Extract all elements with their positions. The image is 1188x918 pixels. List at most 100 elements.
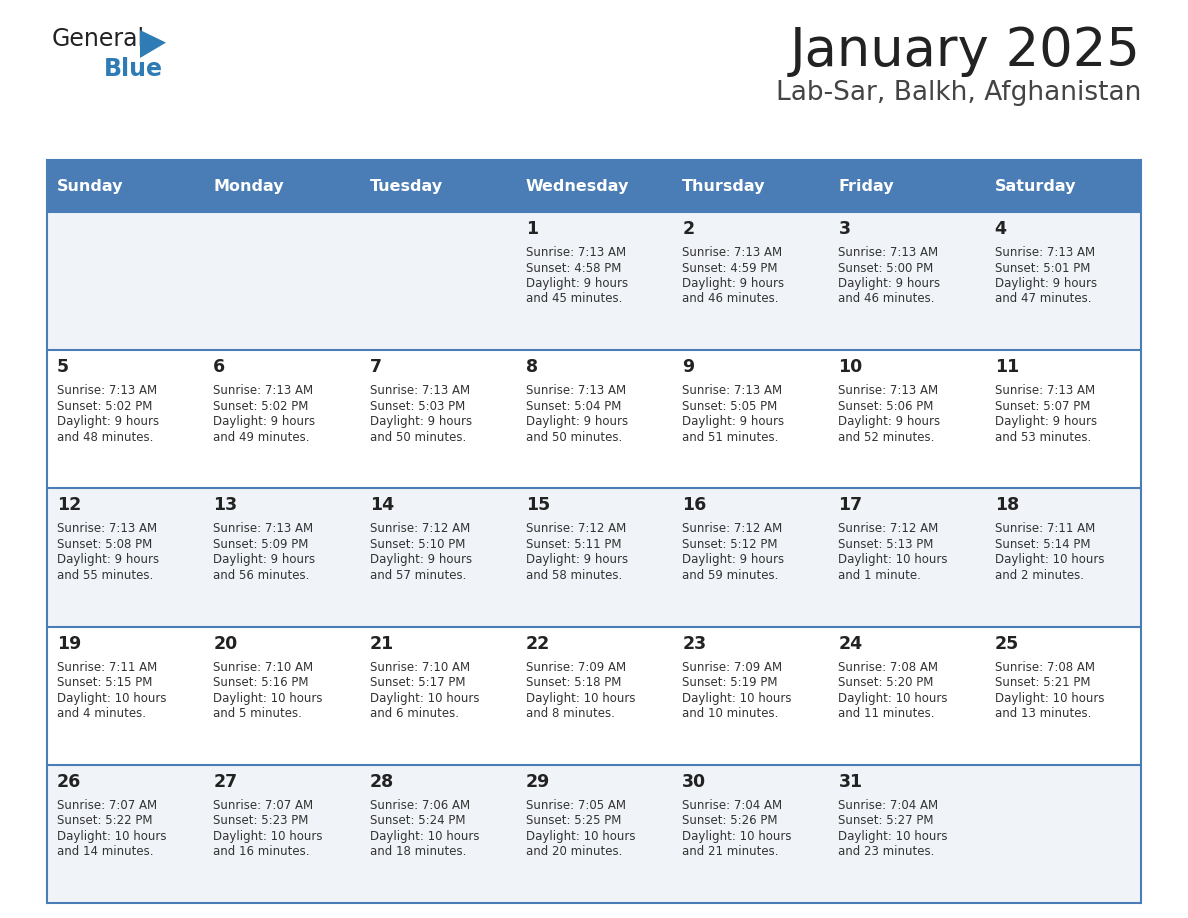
Bar xyxy=(516,160,672,212)
Text: and 23 minutes.: and 23 minutes. xyxy=(839,845,935,858)
Text: 5: 5 xyxy=(57,358,69,376)
Text: and 4 minutes.: and 4 minutes. xyxy=(57,707,146,720)
Text: Daylight: 9 hours: Daylight: 9 hours xyxy=(839,277,941,290)
Text: Daylight: 10 hours: Daylight: 10 hours xyxy=(526,830,636,843)
Text: 18: 18 xyxy=(994,497,1019,514)
Text: Sunrise: 7:13 AM: Sunrise: 7:13 AM xyxy=(839,246,939,259)
Text: Daylight: 9 hours: Daylight: 9 hours xyxy=(994,415,1097,428)
Text: 20: 20 xyxy=(214,634,238,653)
Text: Sunrise: 7:12 AM: Sunrise: 7:12 AM xyxy=(369,522,469,535)
Text: Sunrise: 7:09 AM: Sunrise: 7:09 AM xyxy=(526,661,626,674)
Text: 23: 23 xyxy=(682,634,707,653)
Text: Sunrise: 7:08 AM: Sunrise: 7:08 AM xyxy=(839,661,939,674)
Bar xyxy=(48,160,203,212)
Text: and 5 minutes.: and 5 minutes. xyxy=(214,707,302,720)
Text: Daylight: 9 hours: Daylight: 9 hours xyxy=(57,554,159,566)
Text: Sunset: 5:20 PM: Sunset: 5:20 PM xyxy=(839,676,934,689)
Text: 28: 28 xyxy=(369,773,393,790)
Text: 7: 7 xyxy=(369,358,381,376)
Bar xyxy=(360,160,516,212)
Text: Sunset: 5:02 PM: Sunset: 5:02 PM xyxy=(57,399,152,413)
Text: Daylight: 9 hours: Daylight: 9 hours xyxy=(57,415,159,428)
Text: 10: 10 xyxy=(839,358,862,376)
Text: Sunset: 5:06 PM: Sunset: 5:06 PM xyxy=(839,399,934,413)
Text: Sunset: 5:04 PM: Sunset: 5:04 PM xyxy=(526,399,621,413)
Text: 26: 26 xyxy=(57,773,81,790)
Text: Sunrise: 7:06 AM: Sunrise: 7:06 AM xyxy=(369,799,469,812)
Text: 13: 13 xyxy=(214,497,238,514)
Text: Daylight: 9 hours: Daylight: 9 hours xyxy=(369,415,472,428)
Bar xyxy=(48,350,1140,488)
Text: Friday: Friday xyxy=(839,178,895,194)
Text: Daylight: 9 hours: Daylight: 9 hours xyxy=(526,415,628,428)
Text: Daylight: 10 hours: Daylight: 10 hours xyxy=(839,554,948,566)
Text: Daylight: 10 hours: Daylight: 10 hours xyxy=(57,691,166,705)
Text: Daylight: 9 hours: Daylight: 9 hours xyxy=(839,415,941,428)
Text: and 46 minutes.: and 46 minutes. xyxy=(839,293,935,306)
Text: Sunrise: 7:13 AM: Sunrise: 7:13 AM xyxy=(57,522,157,535)
Text: Daylight: 10 hours: Daylight: 10 hours xyxy=(214,830,323,843)
Text: 2: 2 xyxy=(682,220,694,238)
Text: Sunset: 5:17 PM: Sunset: 5:17 PM xyxy=(369,676,465,689)
Text: Sunset: 5:00 PM: Sunset: 5:00 PM xyxy=(839,262,934,274)
Text: Wednesday: Wednesday xyxy=(526,178,630,194)
Text: Sunset: 5:01 PM: Sunset: 5:01 PM xyxy=(994,262,1091,274)
Text: Sunrise: 7:09 AM: Sunrise: 7:09 AM xyxy=(682,661,782,674)
Text: Daylight: 9 hours: Daylight: 9 hours xyxy=(682,554,784,566)
Text: Daylight: 10 hours: Daylight: 10 hours xyxy=(994,554,1104,566)
Text: and 8 minutes.: and 8 minutes. xyxy=(526,707,614,720)
Text: 22: 22 xyxy=(526,634,550,653)
Text: and 55 minutes.: and 55 minutes. xyxy=(57,569,153,582)
Text: Daylight: 10 hours: Daylight: 10 hours xyxy=(526,691,636,705)
Text: and 56 minutes.: and 56 minutes. xyxy=(214,569,310,582)
Text: Sunrise: 7:11 AM: Sunrise: 7:11 AM xyxy=(57,661,157,674)
Text: and 20 minutes.: and 20 minutes. xyxy=(526,845,623,858)
Text: Sunset: 5:24 PM: Sunset: 5:24 PM xyxy=(369,814,465,827)
Text: and 46 minutes.: and 46 minutes. xyxy=(682,293,778,306)
Text: Daylight: 9 hours: Daylight: 9 hours xyxy=(526,277,628,290)
Text: Sunset: 5:13 PM: Sunset: 5:13 PM xyxy=(839,538,934,551)
Text: Sunrise: 7:07 AM: Sunrise: 7:07 AM xyxy=(57,799,157,812)
Text: and 58 minutes.: and 58 minutes. xyxy=(526,569,623,582)
Bar xyxy=(203,160,360,212)
Text: and 50 minutes.: and 50 minutes. xyxy=(526,431,623,443)
Text: Daylight: 10 hours: Daylight: 10 hours xyxy=(839,830,948,843)
Text: Daylight: 10 hours: Daylight: 10 hours xyxy=(369,830,479,843)
Text: January 2025: January 2025 xyxy=(790,25,1140,77)
Text: 4: 4 xyxy=(994,220,1006,238)
Text: Daylight: 10 hours: Daylight: 10 hours xyxy=(682,691,791,705)
Text: and 10 minutes.: and 10 minutes. xyxy=(682,707,778,720)
Text: Sunset: 5:09 PM: Sunset: 5:09 PM xyxy=(214,538,309,551)
Text: Sunset: 5:08 PM: Sunset: 5:08 PM xyxy=(57,538,152,551)
Bar xyxy=(828,160,985,212)
Text: Sunset: 5:26 PM: Sunset: 5:26 PM xyxy=(682,814,778,827)
Text: 31: 31 xyxy=(839,773,862,790)
Bar xyxy=(48,488,1140,627)
Text: and 45 minutes.: and 45 minutes. xyxy=(526,293,623,306)
Text: Sunrise: 7:13 AM: Sunrise: 7:13 AM xyxy=(369,385,469,397)
Text: and 16 minutes.: and 16 minutes. xyxy=(214,845,310,858)
Text: Sunrise: 7:13 AM: Sunrise: 7:13 AM xyxy=(526,246,626,259)
Text: Sunset: 5:12 PM: Sunset: 5:12 PM xyxy=(682,538,778,551)
Text: Sunrise: 7:13 AM: Sunrise: 7:13 AM xyxy=(526,385,626,397)
Text: Sunrise: 7:08 AM: Sunrise: 7:08 AM xyxy=(994,661,1094,674)
Text: Lab-Sar, Balkh, Afghanistan: Lab-Sar, Balkh, Afghanistan xyxy=(776,80,1140,106)
Text: Sunrise: 7:10 AM: Sunrise: 7:10 AM xyxy=(369,661,469,674)
Text: 15: 15 xyxy=(526,497,550,514)
Text: General: General xyxy=(52,27,145,51)
Text: Sunrise: 7:13 AM: Sunrise: 7:13 AM xyxy=(994,246,1095,259)
Text: and 13 minutes.: and 13 minutes. xyxy=(994,707,1091,720)
Text: and 18 minutes.: and 18 minutes. xyxy=(369,845,466,858)
Text: 21: 21 xyxy=(369,634,393,653)
Text: Sunset: 5:19 PM: Sunset: 5:19 PM xyxy=(682,676,778,689)
Text: Sunrise: 7:10 AM: Sunrise: 7:10 AM xyxy=(214,661,314,674)
Text: Sunset: 5:02 PM: Sunset: 5:02 PM xyxy=(214,399,309,413)
Text: Sunset: 5:23 PM: Sunset: 5:23 PM xyxy=(214,814,309,827)
Bar xyxy=(672,160,828,212)
Text: Sunset: 5:18 PM: Sunset: 5:18 PM xyxy=(526,676,621,689)
Text: Daylight: 10 hours: Daylight: 10 hours xyxy=(369,691,479,705)
Text: and 50 minutes.: and 50 minutes. xyxy=(369,431,466,443)
Text: and 53 minutes.: and 53 minutes. xyxy=(994,431,1091,443)
Text: Sunset: 5:10 PM: Sunset: 5:10 PM xyxy=(369,538,465,551)
Text: Sunrise: 7:13 AM: Sunrise: 7:13 AM xyxy=(839,385,939,397)
